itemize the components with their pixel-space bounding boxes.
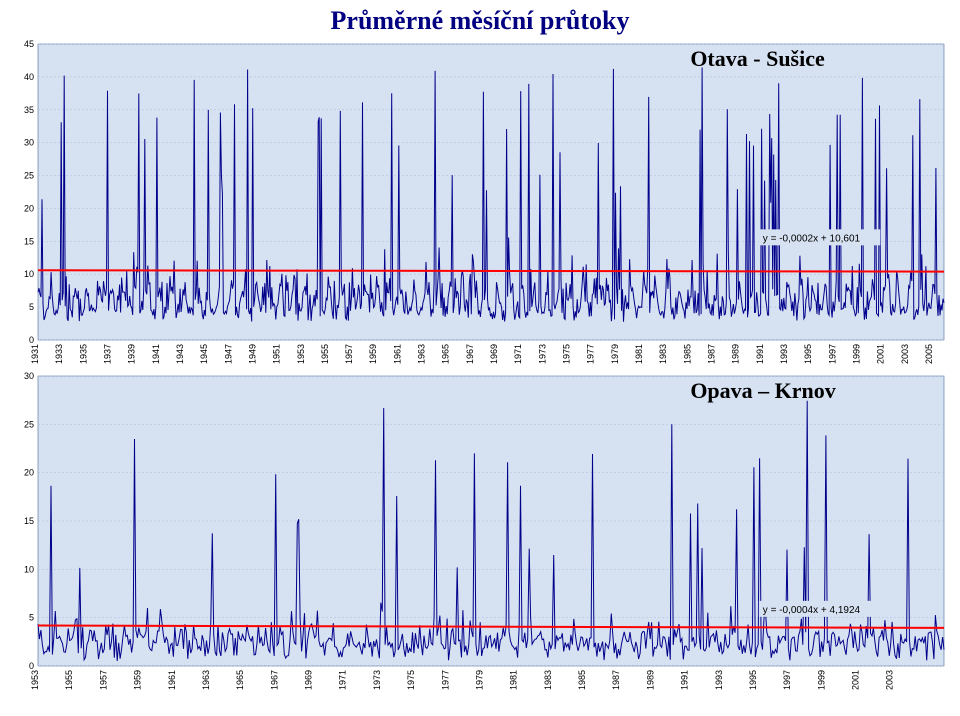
svg-text:1987: 1987 (611, 670, 621, 690)
svg-text:1943: 1943 (175, 344, 185, 364)
svg-text:1995: 1995 (803, 344, 813, 364)
svg-text:30: 30 (24, 371, 34, 381)
page-title: Průměrné měsíční průtoky (0, 0, 960, 38)
svg-text:1979: 1979 (474, 670, 484, 690)
svg-text:1965: 1965 (441, 344, 451, 364)
svg-text:y = -0,0004x + 4,1924: y = -0,0004x + 4,1924 (763, 605, 861, 616)
svg-text:1947: 1947 (223, 344, 233, 364)
svg-text:1963: 1963 (201, 670, 211, 690)
svg-text:1965: 1965 (235, 670, 245, 690)
svg-text:1975: 1975 (562, 344, 572, 364)
svg-text:1977: 1977 (586, 344, 596, 364)
svg-text:20: 20 (24, 468, 34, 478)
series-label: Otava - Sušice (690, 46, 825, 71)
svg-text:2005: 2005 (924, 344, 934, 364)
chart-opava: 0 5 10 15 20 25 30 1953 1955 1957 1959 1961 1963 1965… (10, 370, 950, 690)
svg-text:1993: 1993 (779, 344, 789, 364)
svg-text:1933: 1933 (54, 344, 64, 364)
svg-text:10: 10 (24, 564, 34, 574)
svg-text:1971: 1971 (338, 670, 348, 690)
svg-text:10: 10 (24, 269, 34, 279)
svg-text:2003: 2003 (885, 670, 895, 690)
svg-text:1959: 1959 (368, 344, 378, 364)
svg-text:1969: 1969 (304, 670, 314, 690)
svg-text:15: 15 (24, 516, 34, 526)
svg-text:20: 20 (24, 203, 34, 213)
svg-text:35: 35 (24, 105, 34, 115)
svg-text:1967: 1967 (269, 670, 279, 690)
svg-text:1961: 1961 (167, 670, 177, 690)
svg-text:5: 5 (29, 613, 34, 623)
svg-text:1987: 1987 (706, 344, 716, 364)
svg-text:1985: 1985 (682, 344, 692, 364)
svg-text:1959: 1959 (133, 670, 143, 690)
svg-text:1967: 1967 (465, 344, 475, 364)
svg-text:1957: 1957 (344, 344, 354, 364)
svg-text:1999: 1999 (816, 670, 826, 690)
svg-text:1953: 1953 (30, 670, 40, 690)
svg-text:1983: 1983 (658, 344, 668, 364)
svg-text:1991: 1991 (755, 344, 765, 364)
svg-text:5: 5 (29, 302, 34, 312)
svg-text:1989: 1989 (645, 670, 655, 690)
svg-text:40: 40 (24, 72, 34, 82)
svg-text:1981: 1981 (634, 344, 644, 364)
page-container: Průměrné měsíční průtoky 0 5 10 15 20 25 30 35 4… (0, 0, 960, 716)
svg-text:1981: 1981 (509, 670, 519, 690)
svg-text:1955: 1955 (64, 670, 74, 690)
svg-text:25: 25 (24, 419, 34, 429)
svg-text:1983: 1983 (543, 670, 553, 690)
svg-text:1955: 1955 (320, 344, 330, 364)
svg-text:1951: 1951 (272, 344, 282, 364)
svg-text:0: 0 (29, 335, 34, 345)
svg-text:15: 15 (24, 236, 34, 246)
svg-text:1985: 1985 (577, 670, 587, 690)
svg-text:0: 0 (29, 661, 34, 671)
svg-text:1939: 1939 (127, 344, 137, 364)
svg-text:1991: 1991 (680, 670, 690, 690)
series-label: Opava – Krnov (690, 378, 835, 403)
svg-text:2001: 2001 (851, 670, 861, 690)
svg-text:1969: 1969 (489, 344, 499, 364)
svg-text:1963: 1963 (417, 344, 427, 364)
svg-text:2001: 2001 (876, 344, 886, 364)
svg-text:1949: 1949 (247, 344, 257, 364)
svg-text:1977: 1977 (440, 670, 450, 690)
svg-text:1957: 1957 (98, 670, 108, 690)
svg-text:y = -0,0002x + 10,601: y = -0,0002x + 10,601 (763, 233, 861, 244)
svg-text:1953: 1953 (296, 344, 306, 364)
svg-text:2003: 2003 (900, 344, 910, 364)
svg-text:1931: 1931 (30, 344, 40, 364)
svg-text:1937: 1937 (102, 344, 112, 364)
svg-text:1989: 1989 (731, 344, 741, 364)
svg-text:1973: 1973 (537, 344, 547, 364)
svg-text:1997: 1997 (782, 670, 792, 690)
svg-text:1997: 1997 (827, 344, 837, 364)
svg-text:1993: 1993 (714, 670, 724, 690)
svg-text:1995: 1995 (748, 670, 758, 690)
chart-otava: 0 5 10 15 20 25 30 35 40 45 1931 1933 1935 1937 1939 19… (10, 38, 950, 364)
svg-text:45: 45 (24, 39, 34, 49)
svg-text:1935: 1935 (78, 344, 88, 364)
svg-text:25: 25 (24, 171, 34, 181)
svg-text:1961: 1961 (392, 344, 402, 364)
svg-text:1999: 1999 (851, 344, 861, 364)
svg-text:1945: 1945 (199, 344, 209, 364)
svg-text:1971: 1971 (513, 344, 523, 364)
svg-text:1973: 1973 (372, 670, 382, 690)
svg-text:1941: 1941 (151, 344, 161, 364)
svg-text:1975: 1975 (406, 670, 416, 690)
svg-text:30: 30 (24, 138, 34, 148)
svg-text:1979: 1979 (610, 344, 620, 364)
